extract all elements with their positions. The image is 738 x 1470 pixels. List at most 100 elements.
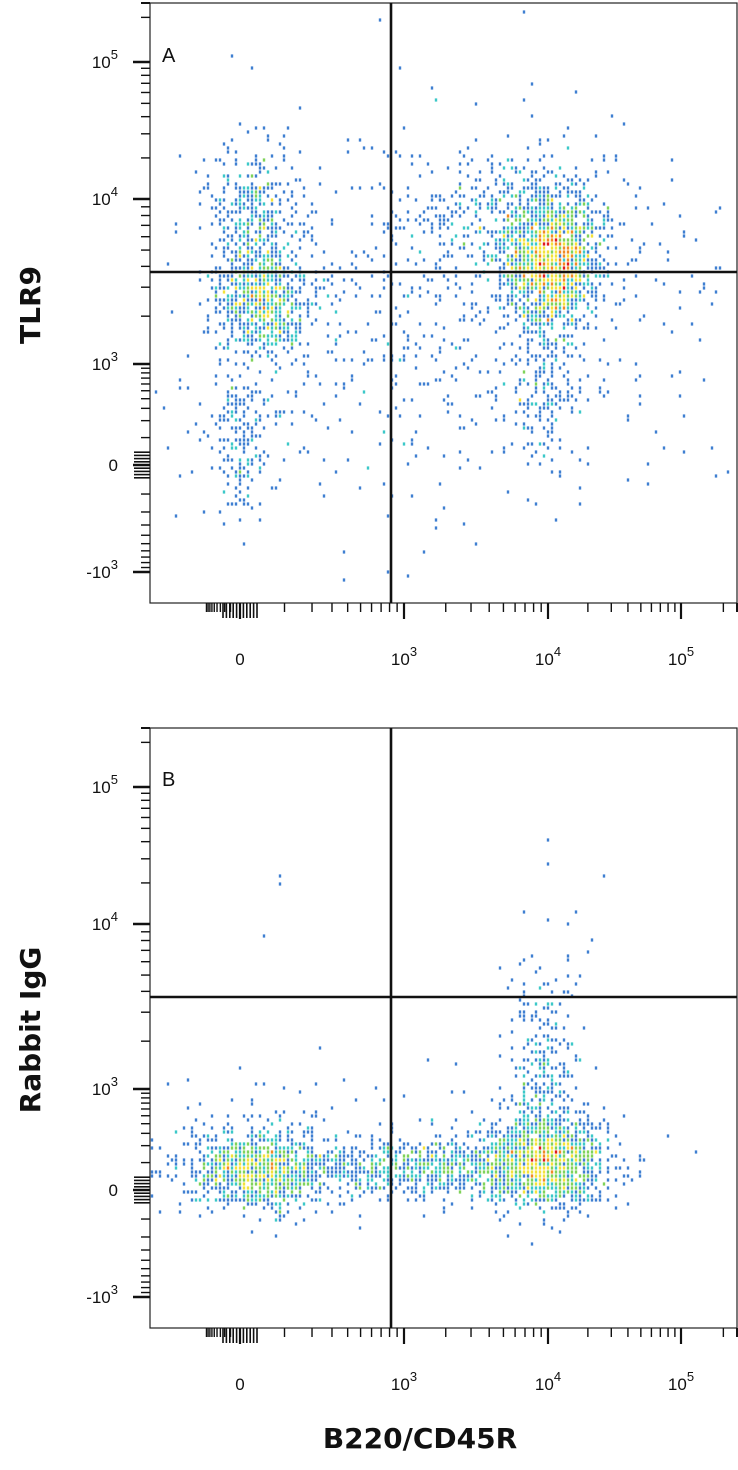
event-dot	[562, 302, 566, 306]
event-dot	[566, 1150, 570, 1154]
event-dot	[542, 254, 546, 258]
event-dot	[562, 210, 566, 214]
event-dot	[526, 278, 530, 282]
event-dot	[262, 126, 266, 130]
event-dot	[586, 1214, 590, 1218]
event-dot	[210, 1146, 214, 1150]
event-dot	[290, 306, 294, 310]
event-dot	[338, 1178, 342, 1182]
event-dot	[490, 1170, 494, 1174]
event-dot	[410, 1178, 414, 1182]
event-dot	[230, 218, 234, 222]
event-dot	[270, 242, 274, 246]
event-dot	[486, 262, 490, 266]
event-dot	[358, 1226, 362, 1230]
event-dot	[566, 394, 570, 398]
event-dot	[298, 322, 302, 326]
event-dot	[542, 310, 546, 314]
event-dot	[370, 1190, 374, 1194]
event-dot	[178, 1202, 182, 1206]
event-dot	[230, 1098, 234, 1102]
event-dot	[638, 318, 642, 322]
event-dot	[474, 1146, 478, 1150]
event-dot	[526, 1182, 530, 1186]
event-dot	[478, 1162, 482, 1166]
event-dot	[226, 302, 230, 306]
event-dot	[274, 278, 278, 282]
event-dot	[250, 282, 254, 286]
event-dot	[558, 286, 562, 290]
event-dot	[242, 442, 246, 446]
event-dot	[282, 1186, 286, 1190]
event-dot	[258, 1138, 262, 1142]
event-dot	[190, 1174, 194, 1178]
event-dot	[646, 462, 650, 466]
event-dot	[458, 1162, 462, 1166]
event-dot	[294, 394, 298, 398]
event-dot	[570, 242, 574, 246]
event-dot	[226, 374, 230, 378]
event-dot	[594, 306, 598, 310]
event-dot	[338, 1150, 342, 1154]
event-dot	[238, 1142, 242, 1146]
event-dot	[218, 298, 222, 302]
event-dot	[258, 1190, 262, 1194]
event-dot	[598, 1166, 602, 1170]
event-dot	[566, 954, 570, 958]
event-dot	[378, 1122, 382, 1126]
event-dot	[554, 262, 558, 266]
event-dot	[542, 202, 546, 206]
event-dot	[382, 186, 386, 190]
event-dot	[546, 1114, 550, 1118]
event-dot	[158, 1170, 162, 1174]
event-dot	[202, 330, 206, 334]
event-dot	[506, 202, 510, 206]
event-dot	[530, 282, 534, 286]
event-dot	[294, 1154, 298, 1158]
event-dot	[602, 1106, 606, 1110]
event-dot	[726, 470, 730, 474]
event-dot	[258, 326, 262, 330]
event-dot	[230, 298, 234, 302]
event-dot	[210, 1114, 214, 1118]
event-dot	[510, 1130, 514, 1134]
event-dot	[402, 398, 406, 402]
event-dot	[550, 306, 554, 310]
event-dot	[558, 398, 562, 402]
event-dot	[358, 1166, 362, 1170]
event-dot	[518, 1102, 522, 1106]
event-dot	[546, 1154, 550, 1158]
event-dot	[386, 1170, 390, 1174]
event-dot	[354, 1178, 358, 1182]
event-dot	[418, 1162, 422, 1166]
event-dot	[482, 190, 486, 194]
event-dot	[558, 1118, 562, 1122]
event-dot	[442, 254, 446, 258]
event-dot	[250, 238, 254, 242]
event-dot	[318, 1046, 322, 1050]
event-dot	[534, 502, 538, 506]
event-dot	[558, 1178, 562, 1182]
event-dot	[254, 434, 258, 438]
event-dot	[554, 518, 558, 522]
event-dot	[598, 1162, 602, 1166]
event-dot	[290, 1190, 294, 1194]
event-dot	[278, 478, 282, 482]
event-dot	[618, 302, 622, 306]
event-dot	[258, 370, 262, 374]
event-dot	[190, 1190, 194, 1194]
event-dot	[402, 1190, 406, 1194]
event-dot	[554, 286, 558, 290]
event-dot	[258, 390, 262, 394]
event-dot	[530, 1174, 534, 1178]
event-dot	[270, 1174, 274, 1178]
event-dot	[526, 230, 530, 234]
event-dot	[222, 198, 226, 202]
event-dot	[290, 294, 294, 298]
event-dot	[490, 1174, 494, 1178]
event-dot	[334, 1138, 338, 1142]
event-dot	[394, 1150, 398, 1154]
event-dot	[582, 1178, 586, 1182]
event-dot	[254, 210, 258, 214]
event-dot	[226, 1122, 230, 1126]
